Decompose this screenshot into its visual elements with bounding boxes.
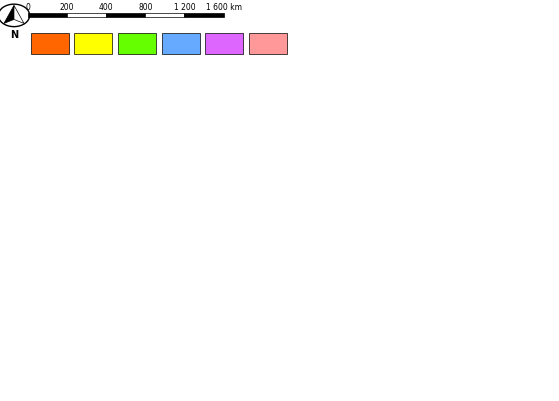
Bar (184, 14, 224, 18)
Bar (106, 14, 145, 18)
Text: 200: 200 (60, 2, 74, 12)
Bar (205, 34, 243, 55)
Bar (74, 34, 112, 55)
Bar (162, 34, 200, 55)
Bar (118, 34, 156, 55)
Bar (67, 14, 106, 18)
Text: 400: 400 (99, 2, 113, 12)
Text: 1 600 km: 1 600 km (206, 2, 241, 12)
Bar (28, 14, 67, 18)
Text: 800: 800 (138, 2, 153, 12)
Text: N: N (10, 30, 18, 41)
Polygon shape (14, 6, 24, 24)
Polygon shape (4, 6, 14, 24)
Bar (31, 34, 69, 55)
Bar (249, 34, 287, 55)
Text: 1 200: 1 200 (174, 2, 195, 12)
Text: 0: 0 (26, 2, 30, 12)
Bar (145, 14, 184, 18)
